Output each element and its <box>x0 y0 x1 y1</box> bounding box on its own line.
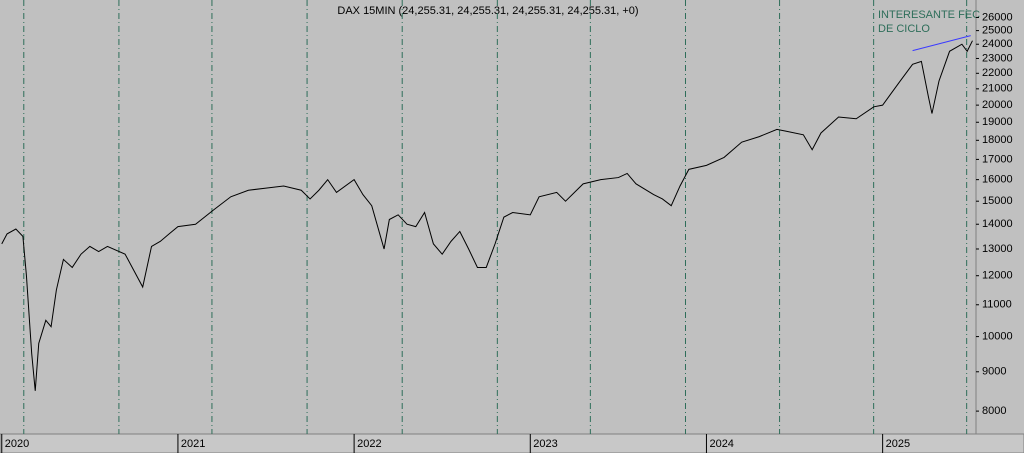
y-tick-label: 24000 <box>982 38 1013 50</box>
y-tick-label: 15000 <box>982 195 1013 207</box>
y-tick-label: 10000 <box>982 331 1013 343</box>
y-tick-label: 22000 <box>982 67 1013 79</box>
chart-title: DAX 15MIN (24,255.31, 24,255.31, 24,255.… <box>337 5 638 17</box>
y-tick-label: 19000 <box>982 116 1013 128</box>
y-tick-label: 23000 <box>982 52 1013 64</box>
annotation: DE CICLO <box>878 23 930 35</box>
y-tick-label: 17000 <box>982 153 1013 165</box>
y-tick-label: 20000 <box>982 99 1013 111</box>
y-tick-label: 13000 <box>982 243 1013 255</box>
x-tick-label: 2024 <box>709 438 733 450</box>
trendline <box>912 35 971 52</box>
y-tick-label: 9000 <box>982 366 1006 378</box>
x-tick-label: 2025 <box>886 438 910 450</box>
y-tick-label: 11000 <box>982 299 1012 311</box>
y-tick-label: 21000 <box>982 83 1013 95</box>
x-tick-label: 2023 <box>533 438 557 450</box>
y-tick-label: 16000 <box>982 174 1013 186</box>
price-line <box>1 40 973 391</box>
x-axis-strip <box>0 433 1024 453</box>
y-tick-label: 26000 <box>982 11 1013 23</box>
y-tick-label: 8000 <box>982 405 1006 417</box>
y-tick-label: 12000 <box>982 270 1013 282</box>
x-tick-label: 2022 <box>357 438 381 450</box>
y-tick-label: 18000 <box>982 134 1013 146</box>
annotation: INTERESANTE FEC <box>878 9 980 21</box>
x-tick-label: 2021 <box>181 438 205 450</box>
y-tick-label: 25000 <box>982 25 1013 37</box>
x-tick-label: 2020 <box>5 438 29 450</box>
y-tick-label: 14000 <box>982 218 1013 230</box>
